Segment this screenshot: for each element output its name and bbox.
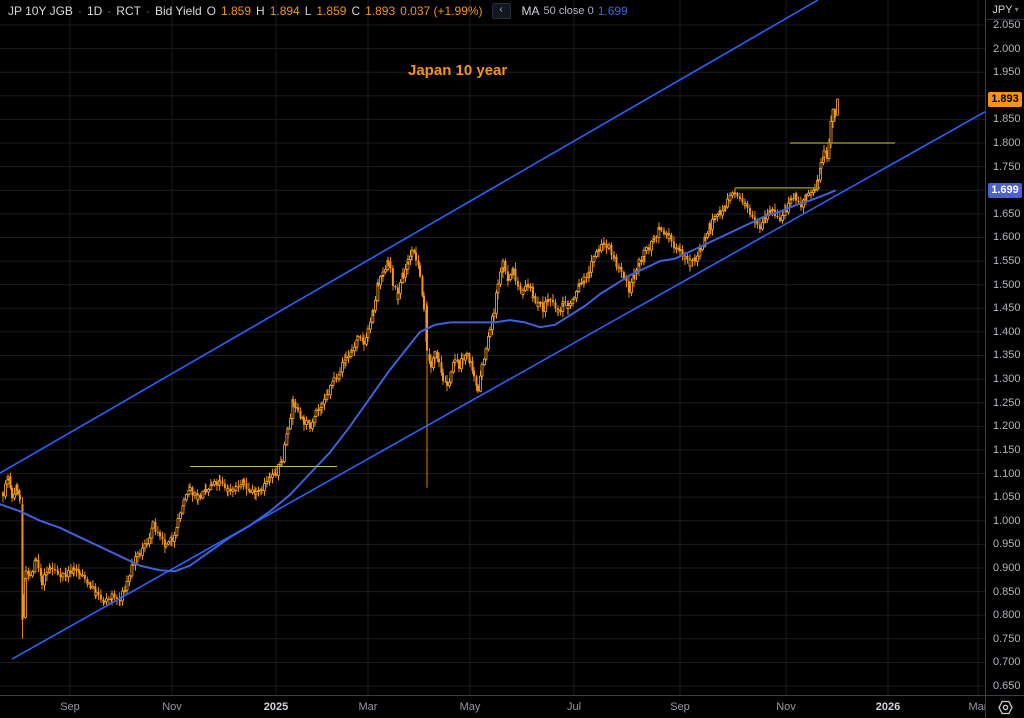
chevron-left-icon: ‹	[499, 4, 503, 15]
price-tick: 1.500	[993, 278, 1021, 291]
legend-collapse-button[interactable]: ‹	[491, 3, 511, 19]
time-label: Jul	[566, 701, 582, 713]
price-tick: 1.350	[993, 349, 1021, 362]
price-tick: 1.450	[993, 302, 1021, 315]
price-tick: 0.800	[993, 609, 1021, 622]
price-tick: 1.100	[993, 467, 1021, 480]
price-tick: 1.250	[993, 396, 1021, 409]
ma-indicator-legend[interactable]: MA 50 close 0 1.699	[522, 4, 628, 18]
time-label: Mar	[968, 701, 988, 713]
exchange-label: RCT	[116, 4, 141, 18]
price-tick: 2.050	[993, 19, 1021, 31]
price-tick: 1.150	[993, 443, 1021, 456]
currency-label: JPY	[992, 3, 1013, 16]
interval-label[interactable]: 1D	[86, 4, 103, 18]
time-label: 2025	[263, 701, 289, 713]
price-tick: 1.650	[993, 207, 1021, 220]
ma50-line[interactable]	[0, 189, 836, 573]
ma-params: 50 close 0	[543, 5, 594, 17]
axis-settings-corner[interactable]	[985, 695, 1024, 718]
price-tick: 0.700	[993, 656, 1021, 669]
price-tick: 1.400	[993, 325, 1021, 338]
time-label: May	[459, 701, 481, 713]
chart-canvas[interactable]	[0, 0, 985, 695]
close-value: 1.893	[365, 4, 396, 18]
chart-title-annotation: Japan 10 year	[408, 62, 508, 79]
price-tick: 1.800	[993, 137, 1021, 150]
ma-price-badge: 1.699	[988, 183, 1022, 199]
time-label: Sep	[670, 701, 690, 713]
price-tick: 0.900	[993, 561, 1021, 574]
time-label: Sep	[60, 701, 80, 713]
series-label: Bid Yield	[154, 4, 202, 18]
candlestick-series	[2, 98, 839, 639]
open-value: 1.859	[221, 4, 252, 18]
ma-name: MA	[521, 4, 540, 18]
time-label: Nov	[162, 701, 182, 713]
legend-separator: ·	[77, 4, 82, 18]
open-label: O	[206, 4, 216, 18]
low-label: L	[304, 4, 312, 18]
time-label: 2026	[875, 701, 901, 713]
channel-trendlines[interactable]	[0, 0, 985, 660]
settings-gear-icon[interactable]	[997, 699, 1014, 716]
time-axis[interactable]: Sep Nov 2025 Mar May Jul Sep Nov 2026 Mar	[0, 695, 988, 718]
close-label: C	[351, 4, 361, 18]
price-tick: 1.950	[993, 66, 1021, 79]
high-value: 1.894	[269, 4, 300, 18]
symbol-legend[interactable]: JP 10Y JGB · 1D · RCT · Bid Yield O 1.859…	[8, 3, 628, 19]
price-tick: 1.000	[993, 514, 1021, 527]
legend-separator: ·	[145, 4, 150, 18]
price-tick: 1.550	[993, 255, 1021, 268]
horizontal-level-lines[interactable]	[190, 142, 895, 467]
price-tick: 0.950	[993, 538, 1021, 551]
chart-pane[interactable]: JP 10Y JGB · 1D · RCT · Bid Yield O 1.859…	[0, 0, 985, 695]
ma-value: 1.699	[597, 4, 628, 18]
legend-separator: ·	[107, 4, 112, 18]
time-label: Mar	[358, 701, 378, 713]
currency-dropdown[interactable]: JPY ▾	[986, 0, 1024, 20]
symbol-name[interactable]: JP 10Y JGB	[8, 4, 73, 18]
time-label: Nov	[776, 701, 796, 713]
price-axis[interactable]: JPY ▾ 2.050 2.000 1.950 1.850 1.800 1.750 1.65…	[985, 0, 1024, 695]
price-tick: 1.300	[993, 373, 1021, 386]
price-tick: 1.050	[993, 491, 1021, 504]
price-tick: 0.850	[993, 585, 1021, 598]
price-tick: 0.650	[993, 679, 1021, 692]
change-value: 0.037 (+1.99%)	[400, 4, 483, 18]
price-tick: 1.200	[993, 420, 1021, 433]
price-tick: 0.750	[993, 632, 1021, 645]
price-tick: 1.600	[993, 231, 1021, 244]
low-value: 1.859	[316, 4, 347, 18]
price-tick: 1.850	[993, 113, 1021, 126]
high-label: H	[256, 4, 265, 18]
chevron-down-icon: ▾	[1014, 5, 1019, 14]
price-tick: 2.000	[993, 42, 1021, 55]
price-tick: 1.750	[993, 160, 1021, 173]
last-price-badge: 1.893	[988, 91, 1022, 107]
